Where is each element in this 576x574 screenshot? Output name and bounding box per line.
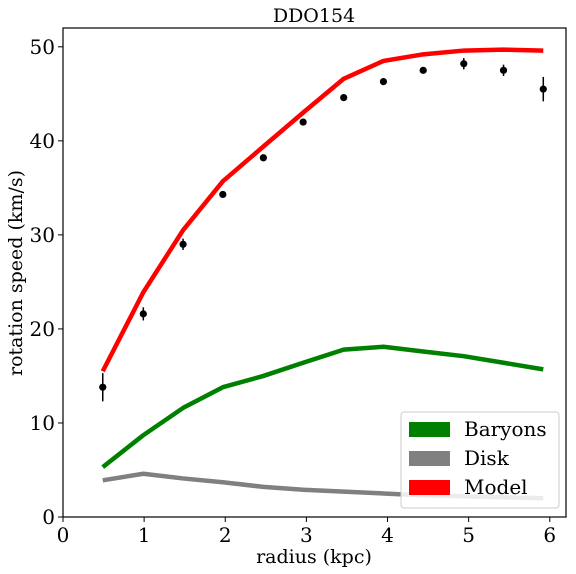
data-point (539, 85, 547, 93)
data-point (419, 66, 427, 74)
x-tick-label: 1 (138, 523, 151, 547)
y-axis-label: rotation speed (km/s) (5, 170, 27, 376)
x-tick-label: 3 (300, 523, 313, 547)
series-line-baryons (101, 344, 544, 469)
legend-label-baryons: Baryons (464, 417, 547, 441)
y-tick-label: 20 (30, 317, 55, 341)
y-tick-label: 40 (30, 129, 55, 153)
x-tick-label: 5 (462, 523, 475, 547)
series-line-model (100, 47, 544, 373)
plot-area: 0 1 2 3 4 5 6 0 10 20 30 40 50 (30, 27, 567, 547)
x-tick-label: 2 (219, 523, 232, 547)
data-point (460, 60, 468, 68)
x-tick-label: 6 (543, 523, 556, 547)
data-point (99, 383, 107, 391)
legend-swatch-baryons (409, 422, 450, 437)
y-tick-label: 30 (30, 223, 55, 247)
legend-swatch-model (409, 480, 450, 495)
y-tick-label: 0 (42, 505, 55, 529)
data-point (139, 310, 147, 318)
legend-swatch-disk (409, 451, 450, 466)
legend-label-model: Model (464, 475, 528, 499)
data-point (259, 154, 267, 162)
x-tick-label: 0 (57, 523, 70, 547)
data-point (499, 66, 508, 74)
data-point (179, 240, 187, 248)
x-axis-label: radius (kpc) (256, 546, 372, 568)
y-tick-label: 50 (30, 35, 55, 59)
legend-label-disk: Disk (464, 446, 510, 470)
data-point (340, 93, 348, 102)
data-point (379, 78, 388, 86)
data-point (219, 190, 227, 199)
chart-title: DDO154 (273, 5, 355, 27)
y-tick-label: 10 (30, 411, 55, 435)
axes-frame (62, 27, 567, 518)
data-point (299, 118, 307, 126)
x-tick-label: 4 (381, 523, 394, 547)
legend: Baryons Disk Model (400, 411, 560, 509)
